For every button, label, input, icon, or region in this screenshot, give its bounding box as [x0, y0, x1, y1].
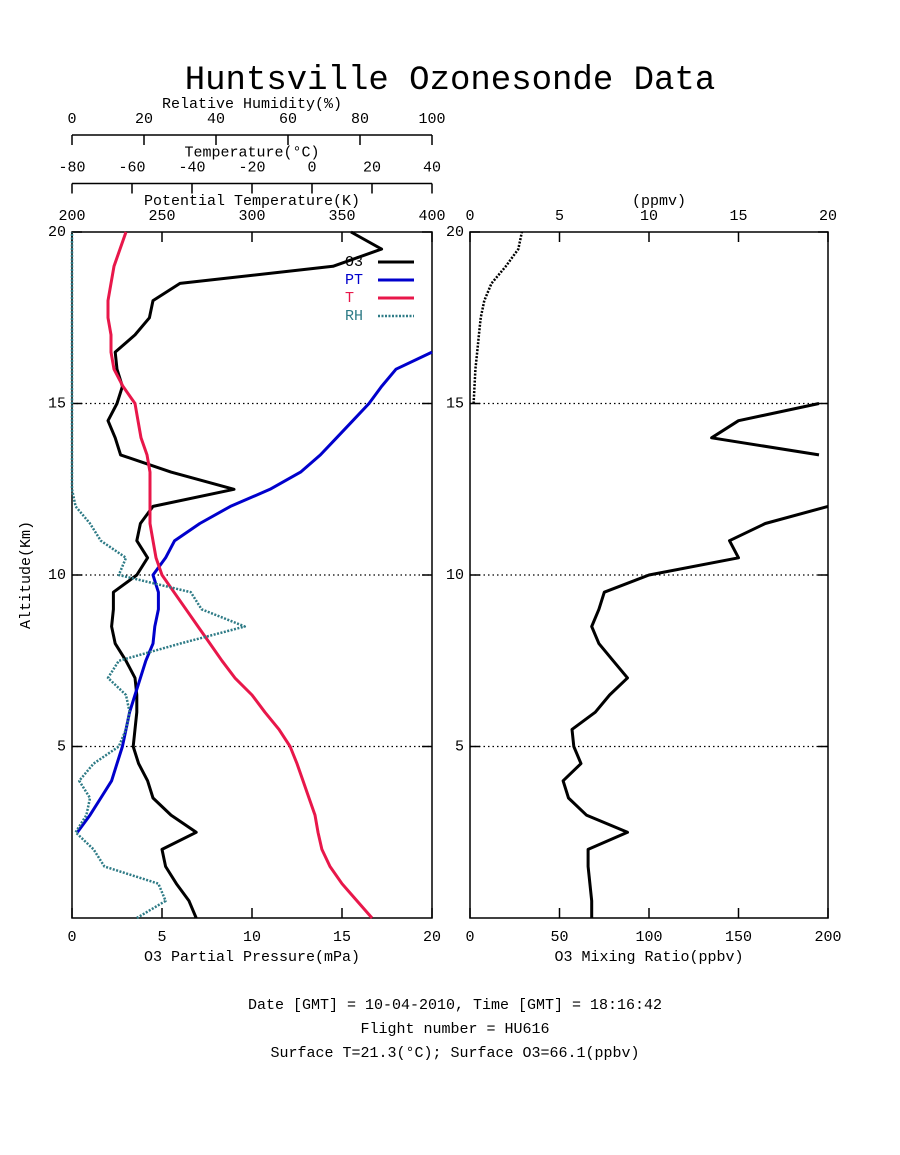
- y-tick-label: 20: [48, 224, 66, 241]
- x-tick-label: 200: [58, 208, 85, 225]
- legend-label: RH: [345, 308, 363, 325]
- x-tick-label: 15: [333, 929, 351, 946]
- series-line: [561, 402, 829, 918]
- y-tick-label: 20: [446, 224, 464, 241]
- x-tick-label: 40: [423, 159, 441, 176]
- y-tick-label: 10: [48, 567, 66, 584]
- footer-line: Surface T=21.3(°C); Surface O3=66.1(ppbv…: [270, 1045, 639, 1062]
- x-tick-label: 10: [640, 208, 658, 225]
- x-tick-label: 0: [67, 111, 76, 128]
- x-tick-label: 5: [157, 929, 166, 946]
- legend-label: PT: [345, 272, 363, 289]
- x-tick-label: 0: [465, 208, 474, 225]
- x-tick-label: 200: [814, 929, 841, 946]
- x-tick-label: 20: [363, 159, 381, 176]
- x-tick-label: 0: [307, 159, 316, 176]
- footer-line: Flight number = HU616: [360, 1021, 549, 1038]
- x-tick-label: -80: [58, 159, 85, 176]
- chart-title: Huntsville Ozonesonde Data: [185, 62, 716, 100]
- x-tick-label: -40: [178, 159, 205, 176]
- y-tick-label: 10: [446, 567, 464, 584]
- x-tick-label: 0: [67, 929, 76, 946]
- y-tick-label: 15: [446, 395, 464, 412]
- x-tick-label: 100: [635, 929, 662, 946]
- x-tick-label: 40: [207, 111, 225, 128]
- series-line: [106, 230, 384, 919]
- series-line: [472, 231, 524, 404]
- x-axis-label: Potential Temperature(K): [144, 193, 360, 210]
- y-axis-label: Altitude(Km): [18, 521, 35, 629]
- series-line: [70, 232, 247, 920]
- x-tick-label: 250: [148, 208, 175, 225]
- x-tick-label: 20: [135, 111, 153, 128]
- y-tick-label: 15: [48, 395, 66, 412]
- series-line: [106, 231, 374, 919]
- x-tick-label: -60: [118, 159, 145, 176]
- x-tick-label: 60: [279, 111, 297, 128]
- x-tick-label: 10: [243, 929, 261, 946]
- x-tick-label: 5: [555, 208, 564, 225]
- legend-label: O3: [345, 254, 363, 271]
- legend-label: T: [345, 290, 354, 307]
- x-axis-label: O3 Mixing Ratio(ppbv): [554, 949, 743, 966]
- y-tick-label: 5: [57, 738, 66, 755]
- x-tick-label: 50: [550, 929, 568, 946]
- x-tick-label: 20: [423, 929, 441, 946]
- x-axis-label: (ppmv): [632, 193, 686, 210]
- series-line: [76, 350, 433, 834]
- x-tick-label: 100: [418, 111, 445, 128]
- x-axis-label: Relative Humidity(%): [162, 96, 342, 113]
- x-tick-label: 150: [725, 929, 752, 946]
- x-axis-label: O3 Partial Pressure(mPa): [144, 949, 360, 966]
- x-tick-label: -20: [238, 159, 265, 176]
- y-tick-label: 5: [455, 738, 464, 755]
- x-tick-label: 15: [729, 208, 747, 225]
- footer-line: Date [GMT] = 10-04-2010, Time [GMT] = 18…: [248, 997, 662, 1014]
- x-tick-label: 400: [418, 208, 445, 225]
- x-tick-label: 300: [238, 208, 265, 225]
- x-tick-label: 20: [819, 208, 837, 225]
- x-axis-label: Temperature(°C): [184, 144, 319, 161]
- x-tick-label: 0: [465, 929, 474, 946]
- x-tick-label: 350: [328, 208, 355, 225]
- x-tick-label: 80: [351, 111, 369, 128]
